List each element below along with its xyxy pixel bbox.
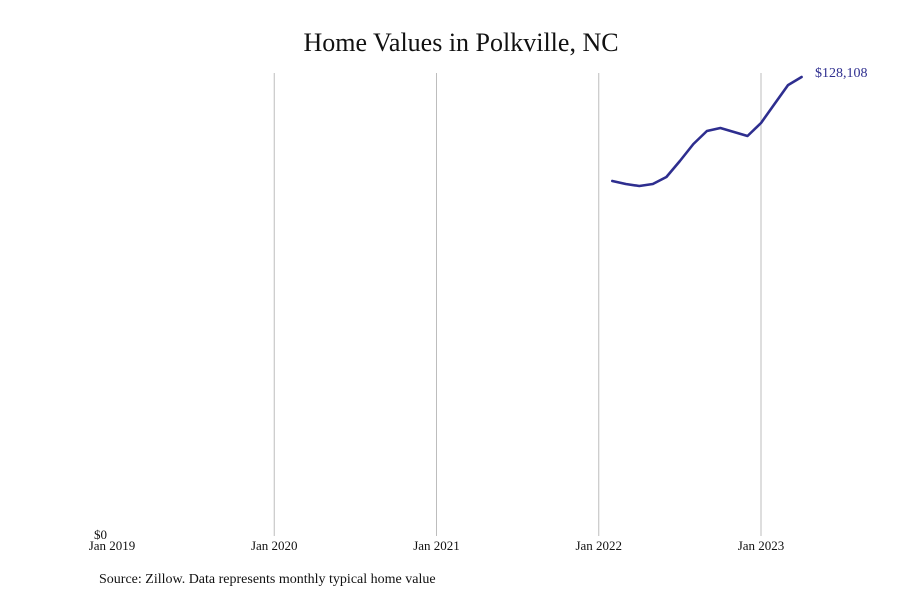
source-note: Source: Zillow. Data represents monthly …	[99, 572, 436, 587]
x-axis-tick-label: Jan 2023	[738, 538, 785, 553]
y-axis-zero-label: $0	[94, 527, 107, 542]
x-axis-tick-label: Jan 2022	[575, 538, 622, 553]
chart-title: Home Values in Polkville, NC	[303, 28, 619, 57]
x-axis-labels: Jan 2019 Jan 2020 Jan 2021 Jan 2022 Jan 2023	[89, 538, 785, 553]
x-axis-tick-label: Jan 2020	[251, 538, 298, 553]
x-axis-tick-label: Jan 2021	[413, 538, 460, 553]
end-value-label: $128,108	[815, 66, 868, 81]
home-value-line	[611, 75, 803, 188]
vertical-gridlines	[273, 73, 762, 536]
x-axis-tick-label: Jan 2019	[89, 538, 136, 553]
